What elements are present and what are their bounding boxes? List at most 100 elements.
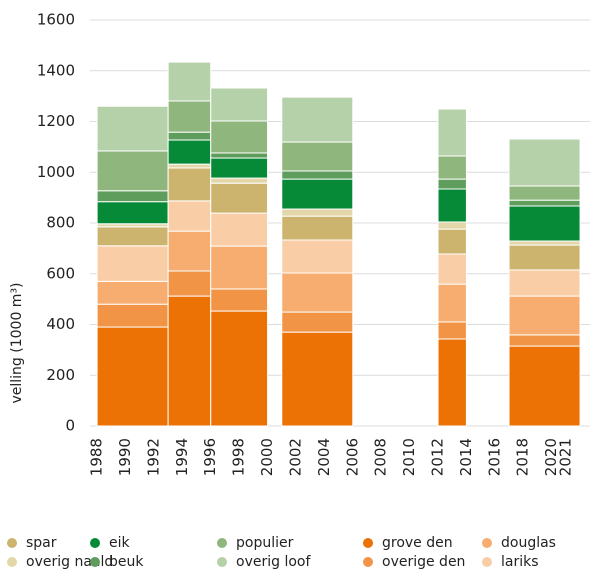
- bar-segment: [167, 100, 212, 133]
- bar-segment: [281, 170, 354, 180]
- legend-swatch: [363, 538, 373, 548]
- bar-segment: [281, 178, 354, 210]
- bar-segment: [508, 240, 581, 246]
- legend-swatch: [482, 557, 492, 567]
- bar-segment: [508, 205, 581, 242]
- x-tick-label: 2008: [372, 438, 390, 476]
- bar-segment: [437, 178, 467, 190]
- bar-segment: [508, 244, 581, 271]
- legend-swatch: [363, 557, 373, 567]
- y-tick-label: 400: [46, 315, 75, 333]
- bar-segment: [210, 157, 269, 179]
- bar-segment: [96, 190, 169, 203]
- bar-segment: [437, 188, 467, 223]
- bar-segment: [167, 139, 212, 165]
- bar-segment: [437, 253, 467, 285]
- x-tick-label: 1994: [173, 438, 191, 476]
- bar-segment: [210, 120, 269, 154]
- bar-segment: [210, 177, 269, 184]
- x-tick-label: 2020: [542, 438, 560, 476]
- legend-swatch: [7, 557, 17, 567]
- y-tick-label: 200: [46, 366, 75, 384]
- bar-segment: [281, 239, 354, 274]
- bar-segment: [167, 230, 212, 272]
- legend-swatch: [7, 538, 17, 548]
- legend-label: spar: [26, 535, 57, 551]
- bar-segment: [210, 310, 269, 427]
- x-tick-label: 2014: [457, 438, 475, 476]
- bar-segment: [167, 163, 212, 169]
- bar-segment: [437, 321, 467, 340]
- bar-segment: [210, 182, 269, 214]
- bar-segment: [210, 288, 269, 312]
- x-tick-label: 1990: [116, 438, 134, 476]
- bar-segment: [167, 131, 212, 141]
- bar-segment: [437, 228, 467, 255]
- legend-label: overige den: [382, 554, 465, 570]
- x-tick-label: 2012: [429, 438, 447, 476]
- bar-segment: [210, 152, 269, 159]
- bar-segment: [508, 295, 581, 336]
- bar-segment: [96, 326, 169, 427]
- y-tick-label: 800: [46, 214, 75, 232]
- y-tick-label: 1600: [37, 11, 75, 29]
- legend-swatch: [90, 557, 100, 567]
- x-tick-label: 2018: [514, 438, 532, 476]
- bar-segment: [508, 199, 581, 207]
- x-tick-label: 1992: [144, 438, 162, 476]
- bar-segment: [96, 150, 169, 192]
- bar-segment: [96, 105, 169, 152]
- legend-label: overig naald: [26, 554, 113, 570]
- bar-segment: [96, 280, 169, 305]
- bar-segment: [96, 245, 169, 282]
- bar-segment: [167, 61, 212, 102]
- bar-segment: [437, 283, 467, 323]
- x-tick-label: 2010: [400, 438, 418, 476]
- legend-label: populier: [236, 535, 294, 551]
- y-tick-label: 600: [46, 264, 75, 282]
- legend-label: grove den: [382, 535, 453, 551]
- bar-segment: [210, 87, 269, 122]
- bar-segment: [437, 108, 467, 157]
- bar-segment: [281, 141, 354, 172]
- y-tick-label: 1400: [37, 61, 75, 79]
- bar-segment: [281, 208, 354, 217]
- x-tick-label: 2000: [258, 438, 276, 476]
- x-tick-label: 1998: [230, 438, 248, 476]
- bar-segment: [281, 96, 354, 143]
- y-tick-label: 1000: [37, 163, 75, 181]
- bar-segment: [281, 272, 354, 313]
- legend-swatch: [482, 538, 492, 548]
- x-tick-label: 1988: [88, 438, 106, 476]
- legend-label: overig loof: [236, 554, 311, 570]
- bar-segment: [96, 201, 169, 225]
- x-tick-label: 2002: [286, 438, 304, 476]
- legend-swatch: [90, 538, 100, 548]
- legend-swatch: [217, 557, 227, 567]
- bar-segment: [437, 221, 467, 230]
- legend-label: beuk: [109, 554, 144, 570]
- bar-segment: [508, 269, 581, 297]
- x-tick-label: 2021: [556, 438, 574, 476]
- x-tick-label: 2006: [343, 438, 361, 476]
- bar-segment: [167, 270, 212, 297]
- bar-segment: [167, 295, 212, 427]
- y-tick-label: 0: [65, 417, 75, 435]
- legend-label: eik: [109, 535, 131, 551]
- y-tick-label: 1200: [37, 112, 75, 130]
- bar-segment: [281, 311, 354, 333]
- bar-segment: [167, 167, 212, 202]
- legend-label: lariks: [501, 554, 539, 570]
- bar-segment: [437, 338, 467, 427]
- x-tick-label: 1996: [201, 438, 219, 476]
- bar-segment: [281, 215, 354, 241]
- legend-swatch: [217, 538, 227, 548]
- bar-segment: [508, 334, 581, 347]
- bar-segment: [210, 245, 269, 290]
- bar-segment: [96, 226, 169, 247]
- bar-segment: [281, 331, 354, 427]
- bar-segment: [167, 200, 212, 232]
- bar-segment: [96, 303, 169, 328]
- bar-segment: [508, 138, 581, 187]
- x-tick-label: 2016: [485, 438, 503, 476]
